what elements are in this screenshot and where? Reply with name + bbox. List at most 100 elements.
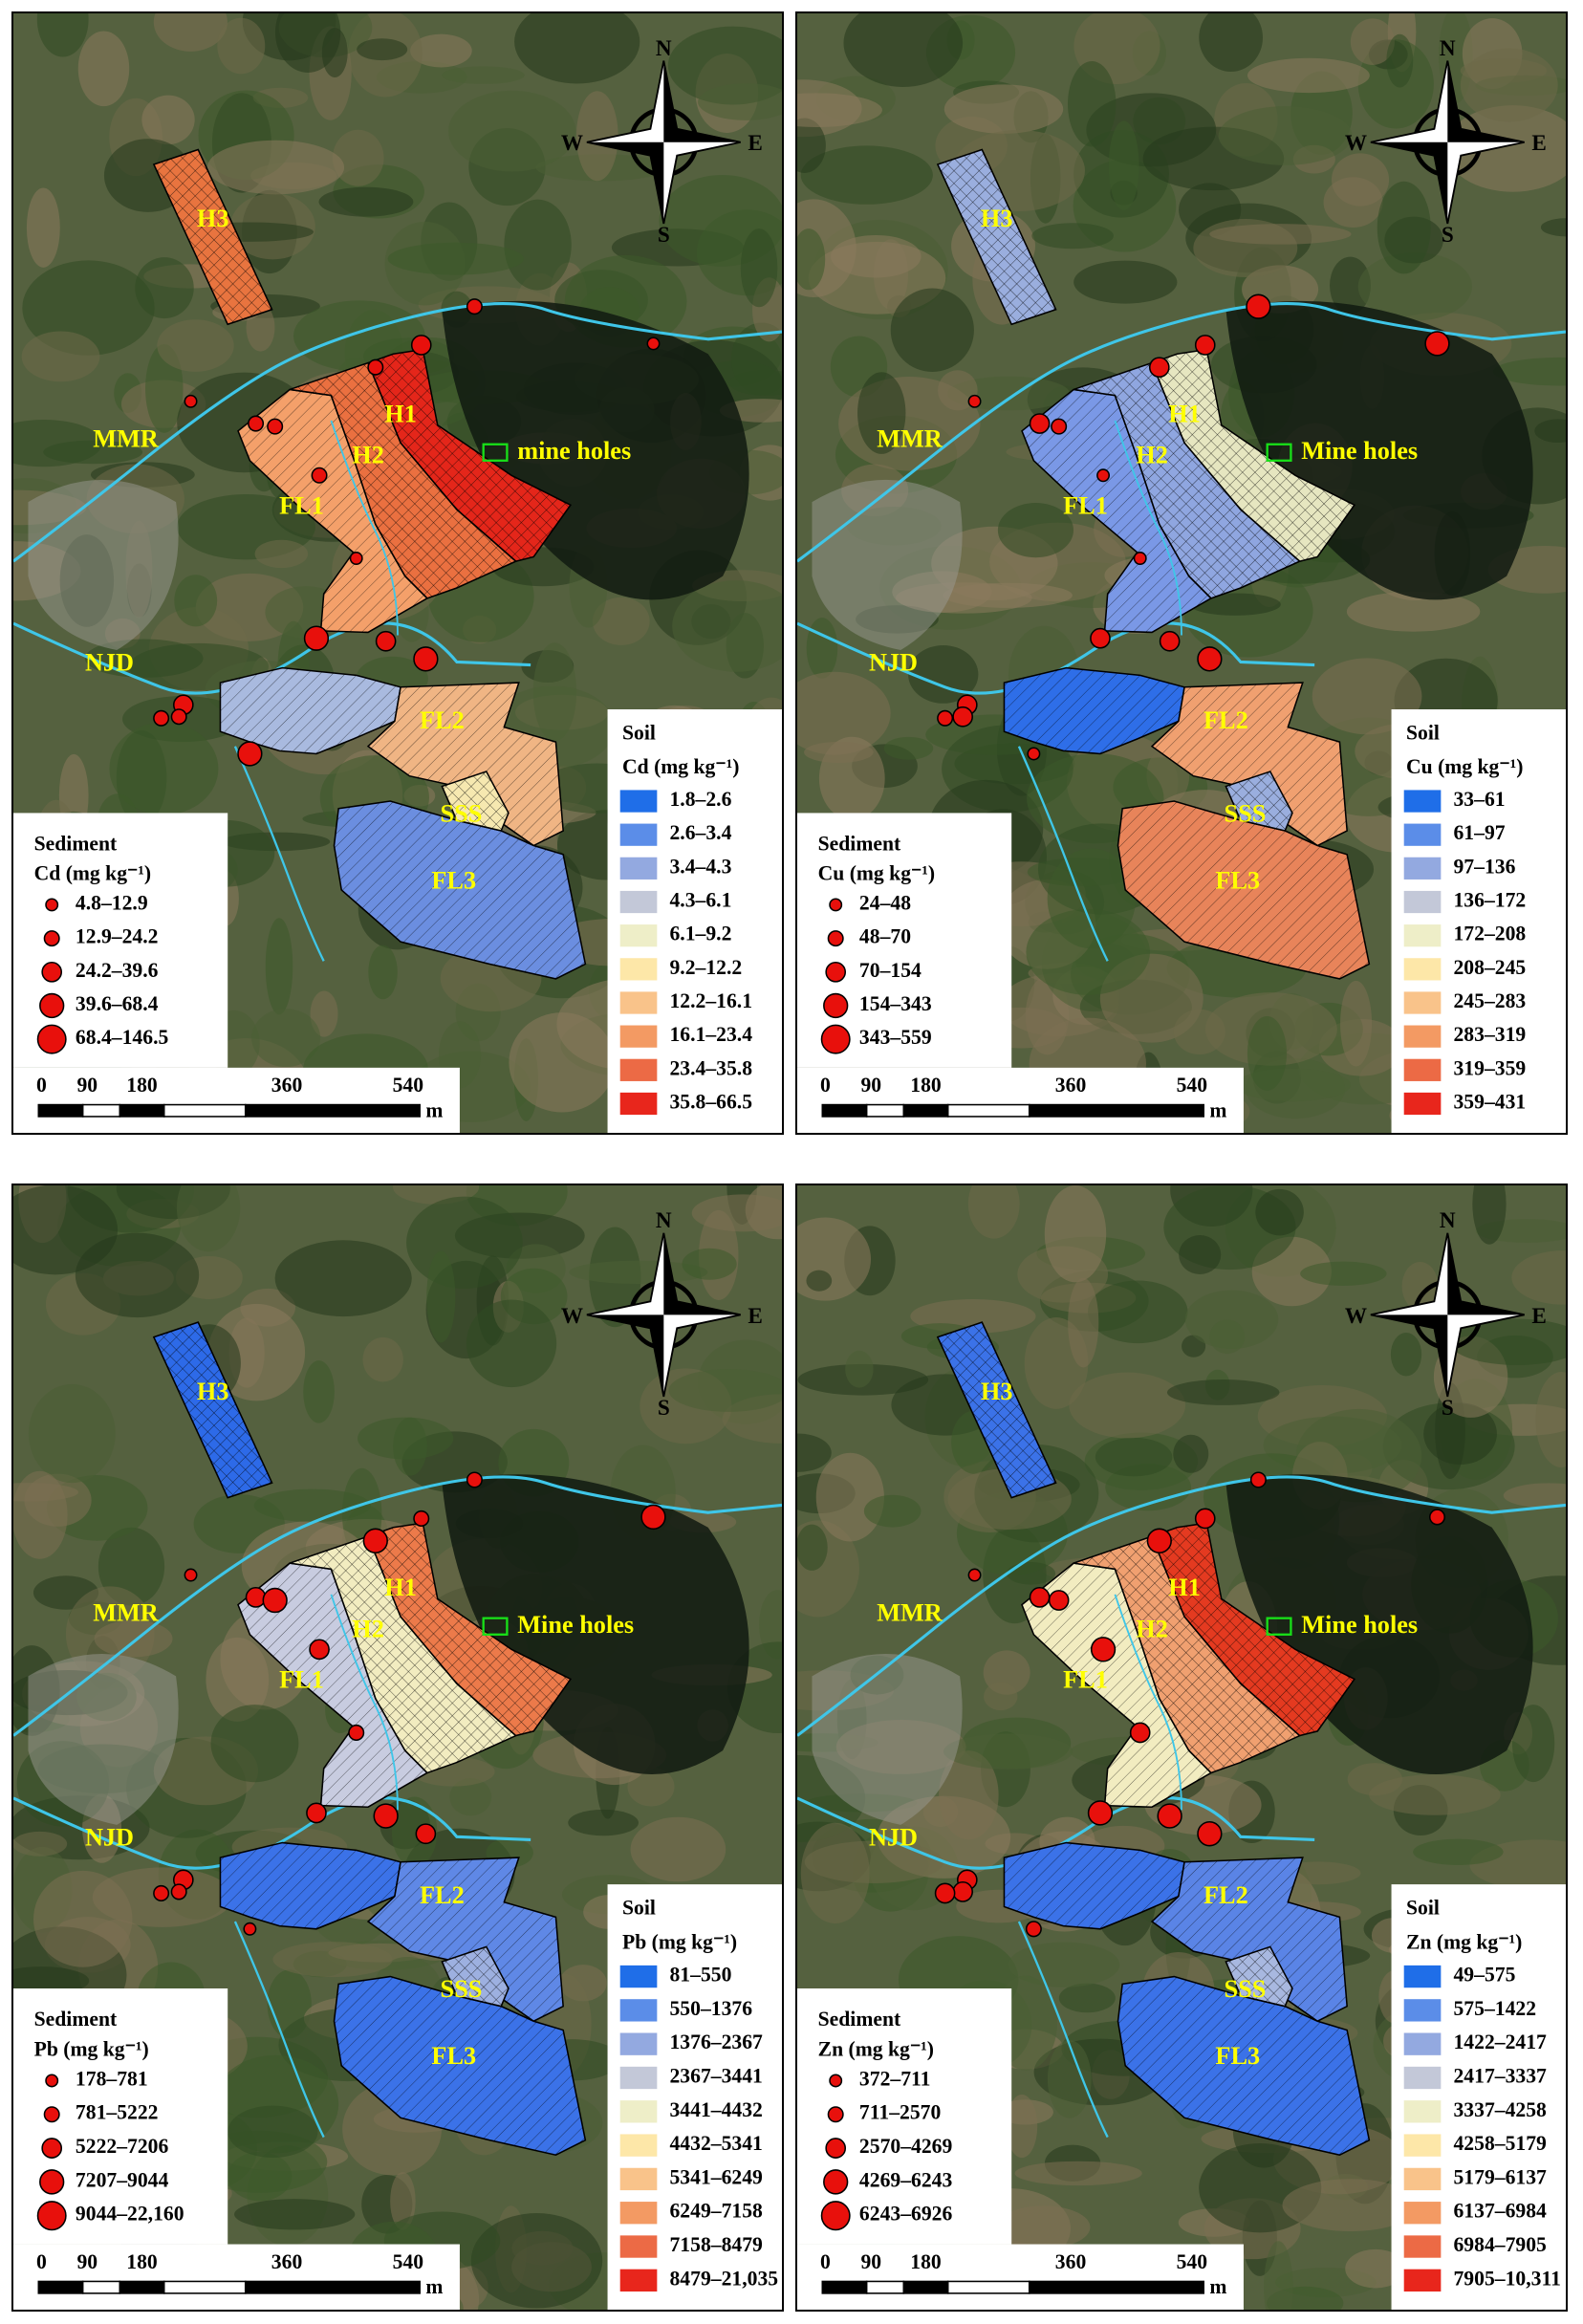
sediment-site [1048, 1590, 1070, 1611]
terrain [1330, 256, 1371, 315]
sediment-legend-title: Sediment [34, 832, 118, 855]
scale-segment [244, 1103, 421, 1118]
terrain [13, 1831, 68, 1857]
place-label: MMR [877, 1599, 943, 1627]
sediment-site [303, 625, 330, 651]
sediment-class-label: 4.8–12.9 [76, 891, 148, 914]
terrain [318, 186, 414, 217]
terrain [228, 2105, 318, 2158]
soil-class-label: 3441–4432 [669, 2098, 762, 2121]
terrain [1300, 1261, 1387, 1286]
mine-hole-marker [482, 443, 509, 462]
place-label: H1 [1168, 400, 1201, 427]
zone-hatch [1152, 1857, 1348, 2022]
soil-class-label: 16.1–23.4 [669, 1023, 752, 1046]
sediment-site [243, 1922, 257, 1936]
terrain [1199, 13, 1263, 72]
place-label: H1 [384, 400, 417, 427]
soil-class-label: 12.2–16.1 [669, 989, 752, 1012]
sediment-symbol [825, 961, 847, 983]
compass-n: N [656, 36, 672, 61]
sediment-site [245, 1587, 267, 1608]
zone-hatch [153, 149, 272, 325]
sediment-site [1146, 1528, 1172, 1553]
sediment-symbol [39, 2169, 65, 2195]
terrain [815, 1452, 884, 1542]
sediment-site [967, 394, 982, 408]
soil-swatch [618, 1057, 659, 1083]
place-label: H3 [981, 1378, 1013, 1405]
place-label: FL1 [279, 491, 324, 519]
terrain [1008, 1942, 1120, 1987]
river [797, 1475, 1566, 1737]
place-label: FL3 [431, 866, 476, 894]
soil-class-label: 359–431 [1453, 1090, 1526, 1113]
river [1017, 746, 1109, 962]
soil-swatch [1402, 856, 1442, 881]
soil-swatch [1402, 2268, 1442, 2293]
soil-class-label: 4258–5179 [1453, 2132, 1547, 2155]
terrain [1511, 1250, 1566, 1305]
terrain [368, 945, 398, 1000]
sediment-site [1096, 468, 1111, 483]
soil-class-label: 6249–7158 [669, 2200, 763, 2223]
compass-e: E [748, 131, 762, 156]
soil-swatch [1402, 822, 1442, 848]
soil-class-label: 5341–6249 [669, 2165, 763, 2188]
sediment-site [934, 1882, 956, 1904]
soil-legend-title: Soil [622, 1896, 656, 1919]
scale-segment [37, 1103, 84, 1118]
sediment-site [415, 1823, 437, 1845]
terrain [1247, 1015, 1288, 1091]
river [13, 302, 782, 563]
scale-tick-label: 360 [271, 2250, 303, 2273]
terrain [797, 93, 882, 127]
scale-segment [865, 1103, 905, 1118]
terrain [109, 722, 219, 815]
river [13, 1475, 782, 1737]
sediment-site [170, 1883, 187, 1900]
zone-hatch [937, 1322, 1056, 1498]
sediment-site [348, 1724, 365, 1741]
scale-tick-label: 540 [393, 2250, 424, 2273]
terrain [800, 145, 933, 205]
terrain [806, 618, 838, 679]
scale-tick-label: 90 [860, 2250, 881, 2273]
sediment-symbol [827, 2106, 844, 2123]
sediment-class-label: 6243–6926 [859, 2203, 953, 2226]
soil-swatch [1402, 2031, 1442, 2057]
terrain [234, 2199, 356, 2230]
sediment-symbol [39, 992, 65, 1019]
mine-hole-marker [482, 1617, 509, 1636]
soil-swatch [618, 956, 659, 983]
sediment-site [153, 1884, 170, 1901]
sediment-symbol [43, 930, 60, 947]
terrain [1166, 1379, 1280, 1405]
terrain [321, 28, 348, 78]
place-label: H2 [352, 1616, 384, 1643]
sediment-site [1133, 552, 1147, 565]
soil-legend-title: Soil [622, 721, 656, 744]
terrain [1173, 1434, 1209, 1473]
sediment-class-label: 781–5222 [76, 2101, 159, 2124]
soil-class-label: 6984–7905 [1453, 2233, 1547, 2256]
soil-swatch [1402, 956, 1442, 983]
scale-tick-label: 0 [36, 2250, 47, 2273]
terrain [1346, 591, 1481, 632]
scale-segment [119, 1103, 165, 1118]
sediment-site [367, 358, 384, 376]
terrain [592, 597, 650, 645]
sediment-legend-unit: Pb (mg kg⁻¹) [34, 2037, 149, 2060]
terrain [442, 66, 525, 84]
terrain [1511, 1705, 1555, 1783]
terrain [253, 1488, 372, 1523]
soil-swatch [1402, 889, 1442, 915]
scale-unit: m [1209, 2275, 1226, 2298]
terrain [206, 1637, 270, 1722]
compass-s: S [658, 1396, 670, 1421]
terrain [1108, 120, 1139, 210]
soil-swatch [1402, 2065, 1442, 2091]
scale-tick-label: 0 [820, 2250, 831, 2273]
